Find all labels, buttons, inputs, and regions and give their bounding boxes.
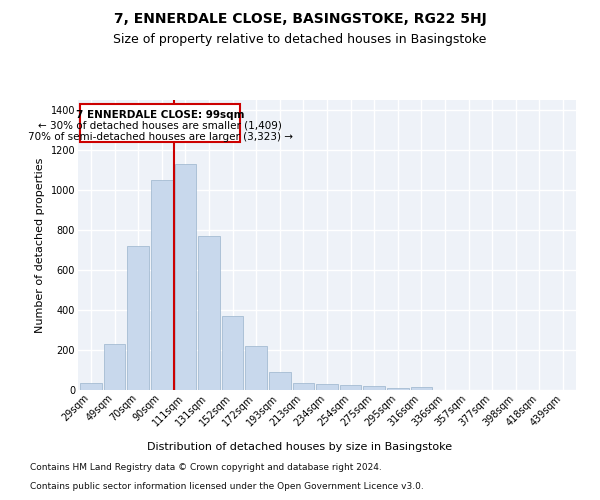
Bar bbox=[316, 384, 338, 390]
Text: Size of property relative to detached houses in Basingstoke: Size of property relative to detached ho… bbox=[113, 32, 487, 46]
Bar bbox=[198, 236, 220, 390]
Bar bbox=[340, 385, 361, 390]
Bar bbox=[222, 316, 244, 390]
Text: 7, ENNERDALE CLOSE, BASINGSTOKE, RG22 5HJ: 7, ENNERDALE CLOSE, BASINGSTOKE, RG22 5H… bbox=[113, 12, 487, 26]
Y-axis label: Number of detached properties: Number of detached properties bbox=[35, 158, 45, 332]
Bar bbox=[80, 383, 102, 390]
Text: Distribution of detached houses by size in Basingstoke: Distribution of detached houses by size … bbox=[148, 442, 452, 452]
Text: ← 30% of detached houses are smaller (1,409): ← 30% of detached houses are smaller (1,… bbox=[38, 121, 282, 131]
Text: Contains HM Land Registry data © Crown copyright and database right 2024.: Contains HM Land Registry data © Crown c… bbox=[30, 464, 382, 472]
Bar bbox=[293, 383, 314, 390]
Bar bbox=[104, 344, 125, 390]
Bar bbox=[387, 388, 409, 390]
Text: 7 ENNERDALE CLOSE: 99sqm: 7 ENNERDALE CLOSE: 99sqm bbox=[76, 110, 244, 120]
Bar bbox=[245, 346, 267, 390]
Bar bbox=[127, 246, 149, 390]
Text: Contains public sector information licensed under the Open Government Licence v3: Contains public sector information licen… bbox=[30, 482, 424, 491]
Bar bbox=[151, 180, 173, 390]
Bar bbox=[364, 386, 385, 390]
FancyBboxPatch shape bbox=[80, 104, 239, 142]
Bar bbox=[269, 372, 290, 390]
Text: 70% of semi-detached houses are larger (3,323) →: 70% of semi-detached houses are larger (… bbox=[28, 132, 293, 141]
Bar bbox=[175, 164, 196, 390]
Bar bbox=[410, 387, 432, 390]
